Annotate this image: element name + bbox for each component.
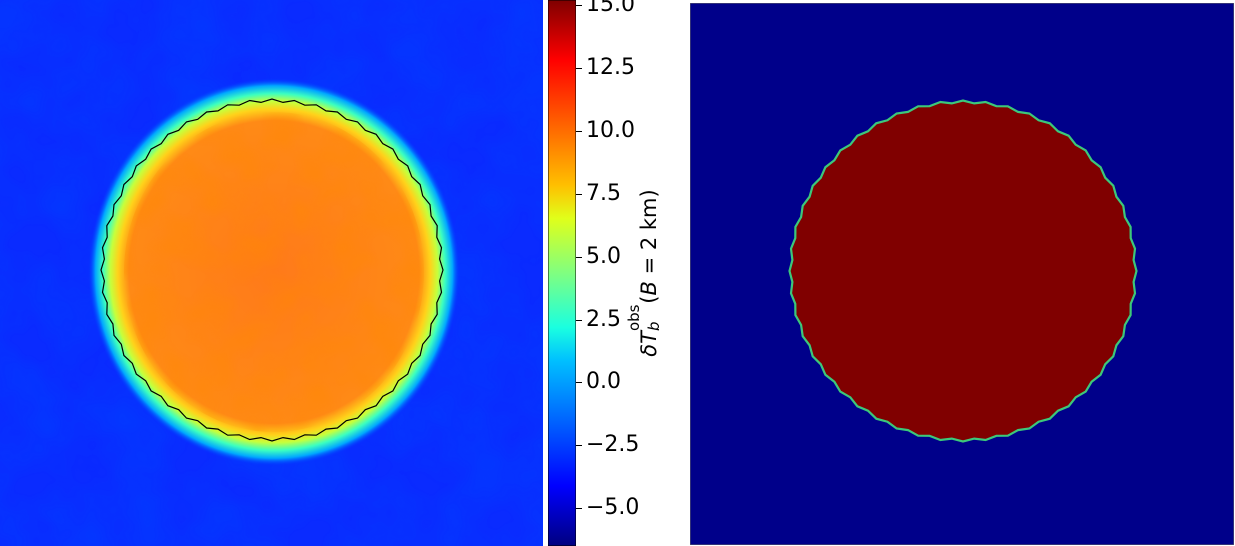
colorbar-tick-label: 12.5 [586,54,635,80]
colorbar-label: δT obs b (B = 2 km) [625,189,663,357]
colorbar-label-open: ( [637,295,661,304]
colorbar-tick-mark [576,193,582,195]
colorbar-tick-mark [576,508,582,510]
colorbar-gradient [548,0,576,546]
colorbar [548,0,576,546]
colorbar-label-sub: b [645,321,663,332]
colorbar-label-T: T [637,331,661,344]
colorbar-ticks: 15.0 12.5 10.0 7.5 5.0 2.5 0.0 −2.5 −5.0 [576,0,640,546]
colorbar-tick-label: 15.0 [586,0,635,18]
colorbar-tick-label: 7.5 [586,180,621,206]
colorbar-label-delta: δ [637,343,661,357]
colorbar-tick-mark [576,256,582,258]
colorbar-label-B: B [637,281,661,296]
binary-map-contour [788,99,1138,443]
observed-heatmap [0,0,543,546]
colorbar-tick-mark [576,319,582,321]
colorbar-tick-label: 10.0 [586,117,635,143]
colorbar-tick-mark [576,445,582,447]
colorbar-tick-label: −5.0 [586,495,640,521]
binary-map [690,3,1234,545]
heatmap-disc [88,78,460,466]
colorbar-tick-label: −2.5 [586,432,640,458]
colorbar-tick-mark [576,130,582,132]
colorbar-label-sup: obs [625,304,643,332]
binary-map-disc [789,100,1137,442]
colorbar-tick-mark [576,382,582,384]
colorbar-label-rest: = 2 km) [637,189,661,282]
colorbar-label-scripts: obs b [625,304,663,332]
colorbar-tick-mark [576,67,582,69]
contour-line [100,98,444,442]
colorbar-tick-label: 5.0 [586,243,621,269]
colorbar-tick-mark [576,5,582,7]
colorbar-tick-label: 0.0 [586,369,621,395]
colorbar-tick-label: 2.5 [586,306,621,332]
